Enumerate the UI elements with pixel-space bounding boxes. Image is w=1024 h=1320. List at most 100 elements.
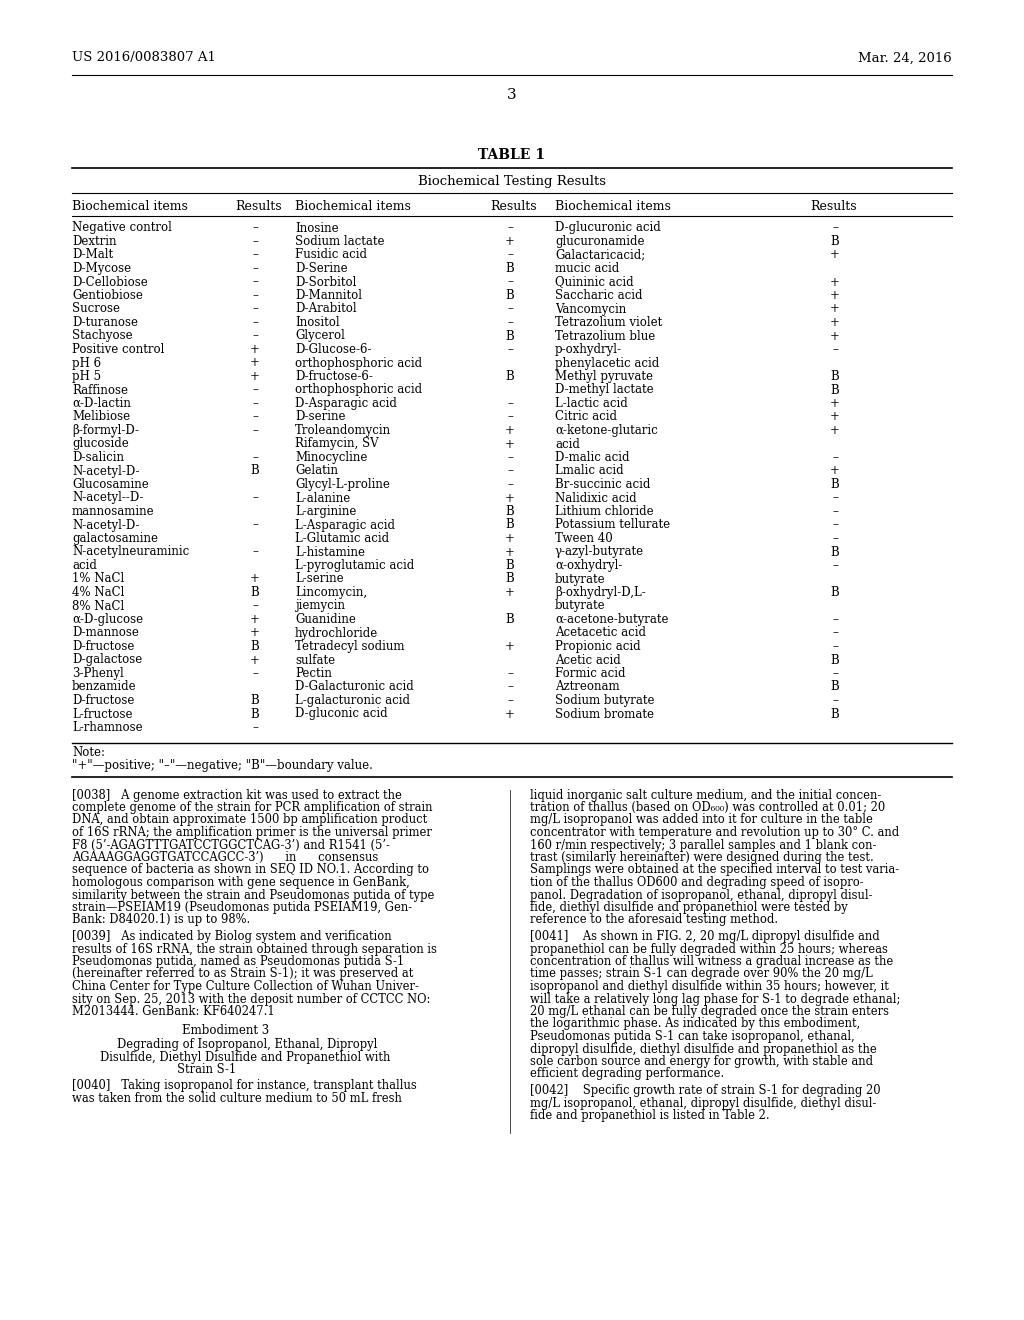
Text: –: –	[507, 681, 513, 693]
Text: L-fructose: L-fructose	[72, 708, 132, 721]
Text: time passes; strain S-1 can degrade over 90% the 20 mg/L: time passes; strain S-1 can degrade over…	[530, 968, 872, 981]
Text: Disulfide, Diethyl Disulfide and Propanethiol with: Disulfide, Diethyl Disulfide and Propane…	[100, 1051, 390, 1064]
Text: –: –	[833, 343, 838, 356]
Text: α-acetone-butyrate: α-acetone-butyrate	[555, 612, 669, 626]
Text: –: –	[833, 451, 838, 465]
Text: D-Sorbitol: D-Sorbitol	[295, 276, 356, 289]
Text: B: B	[830, 384, 840, 396]
Text: D-Galacturonic acid: D-Galacturonic acid	[295, 681, 414, 693]
Text: –: –	[833, 667, 838, 680]
Text: –: –	[507, 315, 513, 329]
Text: glucuronamide: glucuronamide	[555, 235, 644, 248]
Text: B: B	[830, 708, 840, 721]
Text: B: B	[506, 330, 514, 342]
Text: L-rhamnose: L-rhamnose	[72, 721, 142, 734]
Text: Sucrose: Sucrose	[72, 302, 120, 315]
Text: –: –	[507, 248, 513, 261]
Text: –: –	[252, 276, 258, 289]
Text: +: +	[505, 532, 515, 545]
Text: +: +	[505, 640, 515, 653]
Text: +: +	[250, 343, 260, 356]
Text: –: –	[252, 289, 258, 302]
Text: fide, diethyl disulfide and propanethiol were tested by: fide, diethyl disulfide and propanethiol…	[530, 902, 848, 913]
Text: +: +	[830, 248, 840, 261]
Text: –: –	[252, 667, 258, 680]
Text: –: –	[507, 411, 513, 424]
Text: Gelatin: Gelatin	[295, 465, 338, 478]
Text: –: –	[252, 721, 258, 734]
Text: D-methyl lactate: D-methyl lactate	[555, 384, 653, 396]
Text: will take a relatively long lag phase for S-1 to degrade ethanal;: will take a relatively long lag phase fo…	[530, 993, 900, 1006]
Text: Nalidixic acid: Nalidixic acid	[555, 491, 637, 504]
Text: Inositol: Inositol	[295, 315, 340, 329]
Text: Formic acid: Formic acid	[555, 667, 626, 680]
Text: Quininic acid: Quininic acid	[555, 276, 634, 289]
Text: –: –	[252, 451, 258, 465]
Text: F8 (5’-AGAGTTTGATCCTGGCTCAG-3’) and R1541 (5’-: F8 (5’-AGAGTTTGATCCTGGCTCAG-3’) and R154…	[72, 838, 390, 851]
Text: –: –	[507, 343, 513, 356]
Text: panol. Degradation of isopropanol, ethanal, dipropyl disul-: panol. Degradation of isopropanol, ethan…	[530, 888, 872, 902]
Text: –: –	[252, 519, 258, 532]
Text: Biochemical items: Biochemical items	[295, 201, 411, 214]
Text: Strain S-1: Strain S-1	[177, 1063, 237, 1076]
Text: homologous comparison with gene sequence in GenBank,: homologous comparison with gene sequence…	[72, 876, 410, 888]
Text: –: –	[507, 694, 513, 708]
Text: butyrate: butyrate	[555, 599, 605, 612]
Text: Glycerol: Glycerol	[295, 330, 345, 342]
Text: –: –	[252, 411, 258, 424]
Text: D-glucuronic acid: D-glucuronic acid	[555, 222, 660, 235]
Text: mucic acid: mucic acid	[555, 261, 620, 275]
Text: (hereinafter referred to as Strain S-1); it was preserved at: (hereinafter referred to as Strain S-1);…	[72, 968, 414, 981]
Text: tration of thallus (based on OD₆₀₀) was controlled at 0.01; 20: tration of thallus (based on OD₆₀₀) was …	[530, 801, 886, 814]
Text: Lmalic acid: Lmalic acid	[555, 465, 624, 478]
Text: "+"—positive; "–"—negative; "B"—boundary value.: "+"—positive; "–"—negative; "B"—boundary…	[72, 759, 373, 771]
Text: [0038]   A genome extraction kit was used to extract the: [0038] A genome extraction kit was used …	[72, 788, 401, 801]
Text: US 2016/0083807 A1: US 2016/0083807 A1	[72, 51, 216, 65]
Text: Galactaricacid;: Galactaricacid;	[555, 248, 645, 261]
Text: Citric acid: Citric acid	[555, 411, 617, 424]
Text: +: +	[505, 424, 515, 437]
Text: B: B	[251, 694, 259, 708]
Text: reference to the aforesaid testing method.: reference to the aforesaid testing metho…	[530, 913, 778, 927]
Text: Glucosamine: Glucosamine	[72, 478, 148, 491]
Text: pH 5: pH 5	[72, 370, 101, 383]
Text: D-turanose: D-turanose	[72, 315, 138, 329]
Text: Results: Results	[810, 201, 857, 214]
Text: –: –	[507, 667, 513, 680]
Text: [0041]    As shown in FIG. 2, 20 mg/L dipropyl disulfide and: [0041] As shown in FIG. 2, 20 mg/L dipro…	[530, 931, 880, 942]
Text: DNA, and obtain approximate 1500 bp amplification product: DNA, and obtain approximate 1500 bp ampl…	[72, 813, 427, 826]
Text: +: +	[250, 573, 260, 586]
Text: γ-azyl-butyrate: γ-azyl-butyrate	[555, 545, 644, 558]
Text: Potassium tellurate: Potassium tellurate	[555, 519, 670, 532]
Text: –: –	[252, 302, 258, 315]
Text: –: –	[252, 235, 258, 248]
Text: sity on Sep. 25, 2013 with the deposit number of CCTCC NO:: sity on Sep. 25, 2013 with the deposit n…	[72, 993, 430, 1006]
Text: acid: acid	[72, 558, 97, 572]
Text: β-formyl-D-: β-formyl-D-	[72, 424, 139, 437]
Text: 160 r/min respectively; 3 parallel samples and 1 blank con-: 160 r/min respectively; 3 parallel sampl…	[530, 838, 877, 851]
Text: efficient degrading performance.: efficient degrading performance.	[530, 1068, 724, 1081]
Text: +: +	[830, 315, 840, 329]
Text: D-Cellobiose: D-Cellobiose	[72, 276, 147, 289]
Text: B: B	[506, 261, 514, 275]
Text: mg/L isopropanol was added into it for culture in the table: mg/L isopropanol was added into it for c…	[530, 813, 872, 826]
Text: –: –	[833, 532, 838, 545]
Text: Positive control: Positive control	[72, 343, 165, 356]
Text: propanethiol can be fully degraded within 25 hours; whereas: propanethiol can be fully degraded withi…	[530, 942, 888, 956]
Text: Glycyl-L-proline: Glycyl-L-proline	[295, 478, 390, 491]
Text: +: +	[505, 235, 515, 248]
Text: Mar. 24, 2016: Mar. 24, 2016	[858, 51, 952, 65]
Text: Propionic acid: Propionic acid	[555, 640, 641, 653]
Text: sole carbon source and energy for growth, with stable and: sole carbon source and energy for growth…	[530, 1055, 873, 1068]
Text: +: +	[830, 276, 840, 289]
Text: B: B	[830, 478, 840, 491]
Text: concentrator with temperature and revolution up to 30° C. and: concentrator with temperature and revolu…	[530, 826, 899, 840]
Text: α-D-lactin: α-D-lactin	[72, 397, 131, 411]
Text: +: +	[830, 302, 840, 315]
Text: B: B	[251, 640, 259, 653]
Text: 20 mg/L ethanal can be fully degraded once the strain enters: 20 mg/L ethanal can be fully degraded on…	[530, 1005, 889, 1018]
Text: –: –	[252, 599, 258, 612]
Text: phenylacetic acid: phenylacetic acid	[555, 356, 659, 370]
Text: pH 6: pH 6	[72, 356, 101, 370]
Text: +: +	[250, 627, 260, 639]
